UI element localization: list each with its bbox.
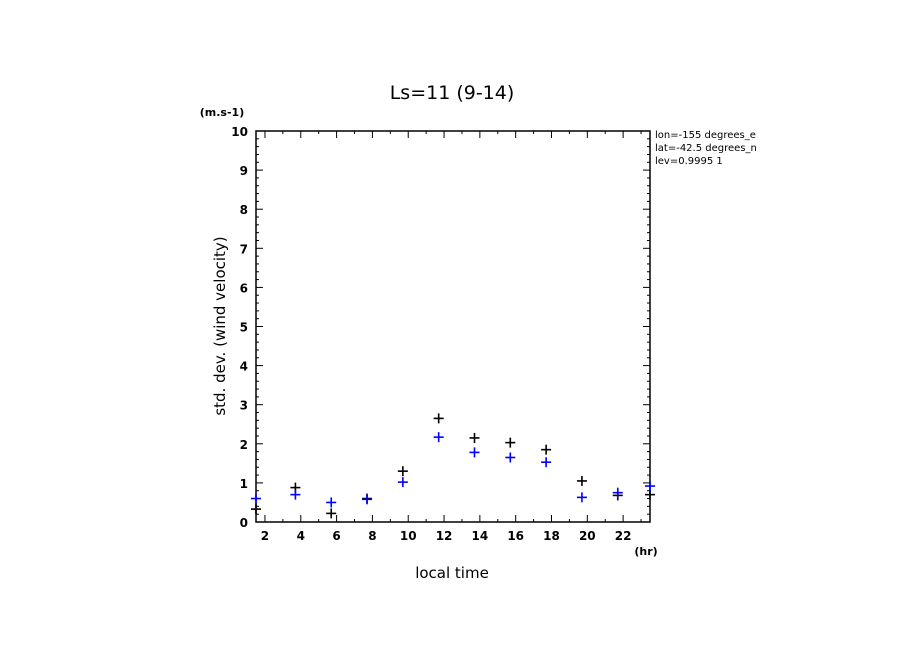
data-point-series-1 bbox=[541, 444, 552, 455]
y-unit-label: (m.s-1) bbox=[200, 106, 244, 119]
data-point-series-1 bbox=[397, 466, 408, 477]
data-point-series-2 bbox=[576, 492, 587, 503]
data-point-series-1 bbox=[251, 504, 261, 515]
data-point-series-2 bbox=[645, 481, 655, 492]
data-point-series-2 bbox=[541, 457, 552, 468]
x-unit-label: (hr) bbox=[634, 545, 657, 558]
data-point-series-2 bbox=[612, 487, 623, 498]
right-margin-mask bbox=[780, 125, 904, 170]
x-tick-label: 6 bbox=[332, 529, 340, 543]
y-tick-label: 8 bbox=[240, 203, 248, 217]
y-tick-label: 1 bbox=[240, 477, 248, 491]
y-tick-label: 3 bbox=[240, 399, 248, 413]
data-point-series-2 bbox=[397, 477, 408, 488]
annotation-lon: lon=-155 degrees_e bbox=[655, 130, 756, 141]
x-tick-label: 2 bbox=[261, 529, 269, 543]
x-tick-label: 20 bbox=[579, 529, 596, 543]
annotation-lev: lev=0.9995 1 bbox=[655, 156, 723, 167]
data-point-series-2 bbox=[469, 447, 480, 458]
y-tick-label: 6 bbox=[240, 281, 248, 295]
x-tick-label: 14 bbox=[472, 529, 489, 543]
data-point-series-1 bbox=[469, 432, 480, 443]
data-point-series-1 bbox=[576, 475, 587, 486]
y-tick-label: 7 bbox=[240, 242, 248, 256]
data-point-series-1 bbox=[433, 413, 444, 424]
data-point-series-2 bbox=[505, 452, 516, 463]
x-tick-label: 4 bbox=[297, 529, 305, 543]
data-point-series-2 bbox=[433, 432, 444, 443]
data-point-series-1 bbox=[505, 437, 516, 448]
chart-title: Ls=11 (9-14) bbox=[390, 82, 515, 104]
x-tick-label: 16 bbox=[507, 529, 524, 543]
y-tick-label: 5 bbox=[240, 321, 248, 335]
data-point-series-1 bbox=[326, 508, 337, 519]
y-tick-label: 2 bbox=[240, 438, 248, 452]
data-point-series-2 bbox=[326, 497, 337, 508]
x-tick-label: 8 bbox=[368, 529, 376, 543]
x-tick-label: 12 bbox=[436, 529, 453, 543]
y-tick-label: 10 bbox=[231, 125, 248, 139]
y-tick-label: 9 bbox=[240, 164, 248, 178]
data-point-series-1 bbox=[645, 489, 655, 500]
data-point-series-2 bbox=[251, 493, 261, 504]
x-tick-label: 10 bbox=[400, 529, 417, 543]
x-tick-label: 22 bbox=[615, 529, 632, 543]
x-axis-label: local time bbox=[415, 564, 489, 582]
plot-frame bbox=[255, 130, 651, 523]
y-axis-label: std. dev. (wind velocity) bbox=[211, 236, 229, 415]
data-markers bbox=[251, 413, 655, 519]
data-point-series-2 bbox=[290, 489, 301, 500]
annotation-lat: lat=-42.5 degrees_n bbox=[655, 143, 757, 154]
y-tick-label: 4 bbox=[240, 360, 248, 374]
x-tick-label: 18 bbox=[543, 529, 560, 543]
data-point-series-2 bbox=[362, 494, 373, 505]
y-tick-label: 0 bbox=[240, 516, 248, 530]
